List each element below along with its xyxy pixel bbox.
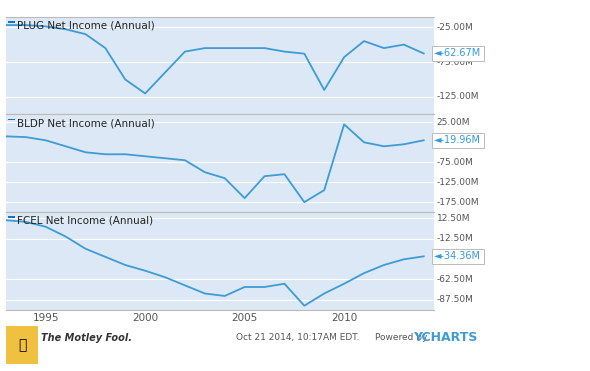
Bar — [8, 21, 15, 23]
Text: ◄-34.36M: ◄-34.36M — [434, 251, 481, 261]
Text: -75.00M: -75.00M — [437, 158, 473, 167]
Text: -125.00M: -125.00M — [437, 178, 479, 187]
Text: ◄-62.67M: ◄-62.67M — [434, 49, 481, 59]
Text: 12.50M: 12.50M — [437, 214, 470, 223]
Text: 25.00M: 25.00M — [437, 118, 470, 127]
Text: ◄-19.96M: ◄-19.96M — [434, 135, 481, 145]
Text: FCEL Net Income (Annual): FCEL Net Income (Annual) — [17, 216, 153, 226]
Text: YCHARTS: YCHARTS — [413, 331, 477, 344]
Text: 🤡: 🤡 — [18, 338, 27, 352]
Bar — [8, 216, 15, 218]
Text: -12.50M: -12.50M — [437, 234, 473, 243]
Text: -125.00M: -125.00M — [437, 92, 479, 101]
Text: -87.50M: -87.50M — [437, 295, 473, 304]
Text: -175.00M: -175.00M — [437, 198, 479, 207]
Text: BLDP Net Income (Annual): BLDP Net Income (Annual) — [17, 118, 155, 128]
Text: Powered by: Powered by — [375, 333, 427, 342]
Text: -62.50M: -62.50M — [437, 275, 473, 284]
Text: PLUG Net Income (Annual): PLUG Net Income (Annual) — [17, 21, 155, 30]
Text: -25.00M: -25.00M — [437, 23, 473, 32]
Bar — [8, 119, 15, 120]
Text: Oct 21 2014, 10:17AM EDT.: Oct 21 2014, 10:17AM EDT. — [236, 333, 359, 342]
Text: -75.00M: -75.00M — [437, 58, 473, 66]
Text: The Motley Fool.: The Motley Fool. — [41, 333, 132, 342]
